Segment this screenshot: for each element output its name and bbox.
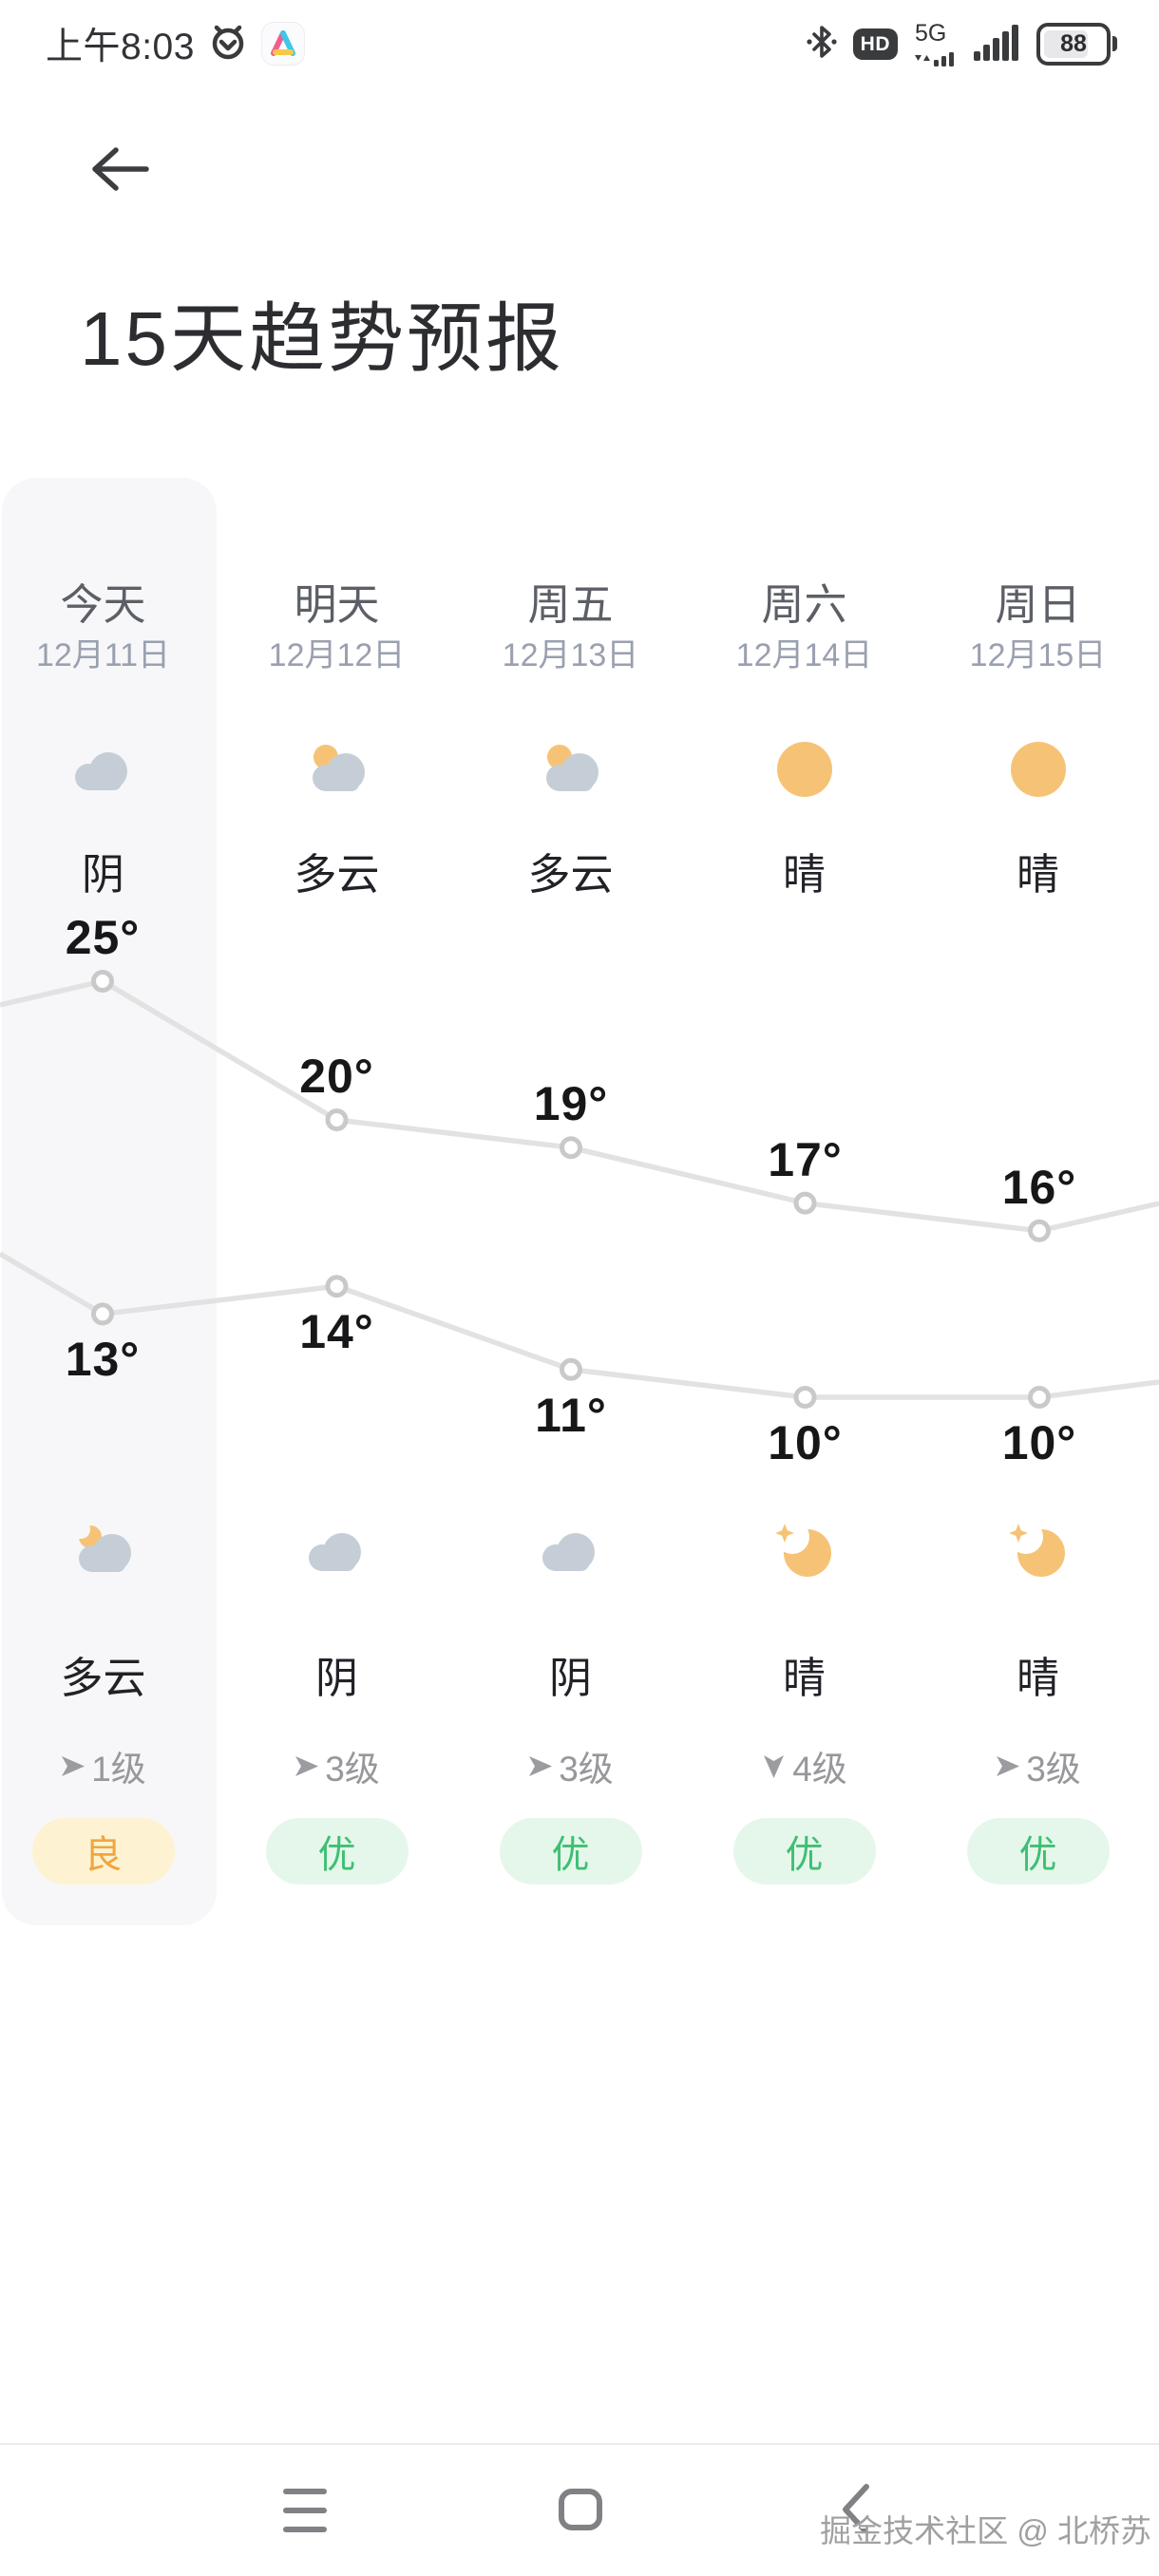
aqi-badge: 优: [732, 1818, 876, 1885]
wind-right-icon: [527, 1753, 553, 1779]
bluetooth-icon: [806, 23, 838, 66]
day-name: 今天: [60, 580, 146, 629]
high-temp-label: 16°: [1001, 1160, 1077, 1214]
day-condition: 多云: [527, 850, 614, 899]
aqi-badge: 良: [31, 1818, 175, 1885]
night-condition: 多云: [60, 1654, 146, 1702]
wind-down-icon: [761, 1753, 787, 1779]
aqi-badge: 优: [499, 1818, 642, 1885]
wind-info: 3级: [453, 1740, 688, 1791]
wind-right-icon: [60, 1753, 86, 1779]
alarm-icon: [208, 22, 248, 66]
day-name: 周五: [527, 580, 614, 629]
aqi-badge: 优: [966, 1818, 1110, 1885]
high-temp-label: 20°: [299, 1050, 374, 1103]
overcast-icon: [0, 741, 220, 802]
signal-sim1-icon: 5G: [913, 21, 957, 66]
wind-level: 1级: [91, 1750, 146, 1789]
app-notification-icon: [260, 22, 305, 66]
wind-info: 3级: [921, 1740, 1155, 1791]
sunny-icon: [687, 741, 922, 802]
back-arrow-icon: [92, 147, 149, 191]
low-temp-label: 10°: [768, 1416, 843, 1469]
low-temp-label: 14°: [299, 1305, 374, 1359]
nav-divider: [0, 2443, 1159, 2445]
overcast-icon: [219, 1522, 454, 1582]
wind-info: 3级: [219, 1740, 454, 1791]
night-condition: 晴: [782, 1654, 826, 1702]
cloudy-night-icon: [0, 1520, 220, 1582]
day-condition: 阴: [81, 850, 124, 899]
day-date: 12月11日: [35, 637, 171, 673]
day-condition: 多云: [294, 850, 380, 899]
day-condition: 晴: [1016, 850, 1059, 899]
recents-menu-button[interactable]: [283, 2489, 327, 2532]
signal-sim2-icon: [972, 21, 1021, 67]
day-date: 12月14日: [735, 637, 873, 673]
day-name: 周六: [761, 580, 847, 629]
partly-cloudy-day-icon: [453, 741, 688, 802]
wind-right-icon: [995, 1753, 1020, 1779]
status-time: 上午8:03: [46, 27, 195, 67]
wind-level: 4级: [792, 1750, 847, 1789]
night-condition: 阴: [314, 1654, 358, 1702]
clear-night-icon: [921, 1520, 1155, 1582]
low-temp-label: 11°: [535, 1388, 607, 1442]
forecast-column-friday: 周五 12月13日 多云 阴 3级 优: [453, 0, 688, 2576]
night-condition: 晴: [1016, 1654, 1059, 1702]
forecast-column-sunday: 周日 12月15日 晴 晴 3级 优: [921, 0, 1155, 2576]
forecast-column-today: 今天 12月11日 阴 多云 1级 良: [0, 0, 220, 2576]
day-date: 12月12日: [268, 637, 406, 673]
high-temp-label: 19°: [533, 1077, 609, 1131]
night-condition: 阴: [548, 1654, 592, 1702]
home-button[interactable]: [559, 2489, 602, 2530]
watermark-text: 掘金技术社区 @ 北桥苏: [820, 2513, 1151, 2548]
today-highlight-panel: [2, 478, 217, 1925]
high-temp-label: 17°: [768, 1132, 843, 1186]
battery-percent: 88: [1060, 29, 1087, 57]
wind-level: 3级: [1026, 1750, 1081, 1789]
low-temp-label: 10°: [1001, 1416, 1077, 1469]
page-title: 15天趋势预报: [80, 296, 564, 381]
low-temp-label: 13°: [65, 1333, 141, 1387]
sunny-icon: [921, 741, 1155, 802]
wind-level: 3级: [559, 1750, 614, 1789]
battery-icon: 88: [1036, 22, 1117, 66]
day-date: 12月15日: [969, 637, 1107, 673]
clear-night-icon: [687, 1520, 922, 1582]
high-temp-label: 25°: [65, 911, 141, 964]
wind-info: 1级: [0, 1740, 220, 1791]
hd-volte-icon: HD: [852, 28, 898, 60]
partly-cloudy-day-icon: [219, 741, 454, 802]
wind-info: 4级: [687, 1740, 922, 1791]
aqi-badge: 优: [265, 1818, 408, 1885]
temperature-trend-chart: 25° 20° 19° 17° 16° 13° 14° 11° 10° 10°: [0, 902, 1159, 1510]
nav-back-button[interactable]: [836, 2481, 874, 2538]
day-name: 周日: [995, 580, 1081, 629]
wind-level: 3级: [325, 1750, 380, 1789]
back-button[interactable]: [84, 139, 156, 199]
day-name: 明天: [294, 580, 380, 629]
status-bar: 上午8:03: [0, 0, 1159, 87]
day-condition: 晴: [782, 850, 826, 899]
overcast-icon: [453, 1522, 688, 1582]
forecast-column-tomorrow: 明天 12月12日 多云 阴 3级 优: [219, 0, 454, 2576]
menu-icon: [283, 2489, 327, 2494]
forecast-column-saturday: 周六 12月14日 晴 晴 4级 优: [687, 0, 922, 2576]
chevron-left-icon: [843, 2484, 869, 2535]
day-date: 12月13日: [502, 637, 639, 673]
wind-right-icon: [294, 1753, 319, 1779]
